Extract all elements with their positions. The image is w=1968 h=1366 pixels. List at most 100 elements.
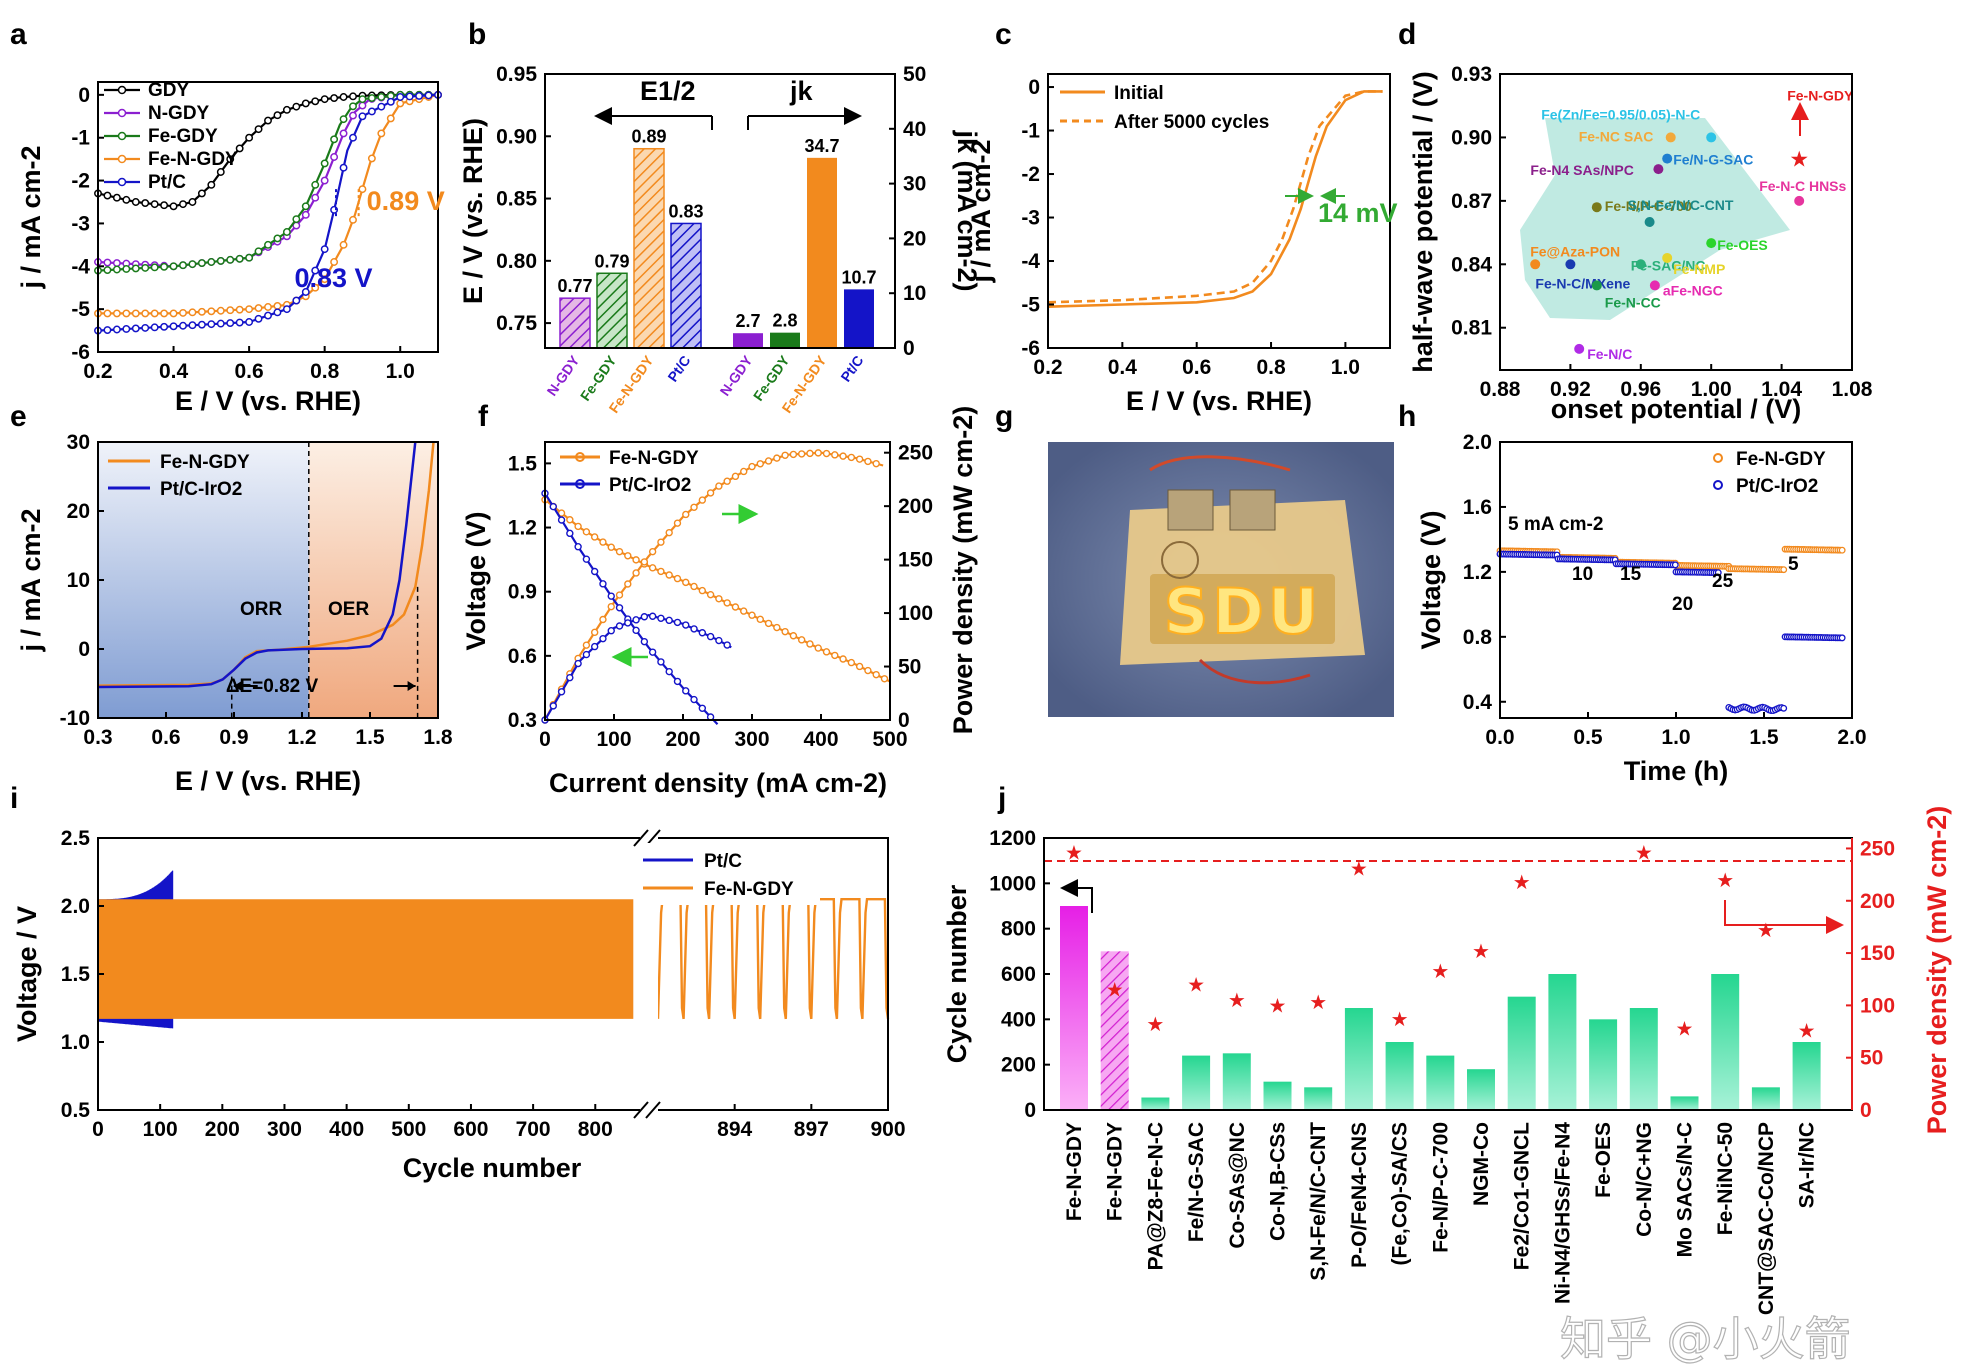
series-marker-Fe-N-GDY	[358, 185, 367, 194]
panel-h-y-tick-label: 0.4	[1463, 691, 1493, 714]
panel-e-legend: Fe-N-GDY Pt/C-IrO2	[108, 452, 250, 500]
scatter-point-Fe-OES	[1706, 238, 1717, 249]
bar-CNT@SAC-Co/NCP	[1751, 1087, 1780, 1110]
panel-b-y-tick-label: 0.90	[496, 125, 537, 148]
panel-b-group-title-e12: E1/2	[640, 76, 696, 106]
panel-d-x-tick-label: 0.88	[1480, 378, 1521, 401]
legend-label-ptc: Pt/C	[704, 851, 742, 872]
panel-a-x-tick-label: 0.6	[235, 360, 264, 383]
panel-f-ylabel: Voltage (V)	[461, 511, 491, 650]
panel-a-x-tick-label: 0.4	[159, 360, 189, 383]
series-marker-N-GDY	[358, 101, 367, 110]
series-line-After 5000 cycles	[1047, 90, 1383, 304]
series-marker-GDY	[245, 133, 254, 142]
panel-j-ylabel: Cycle number	[942, 884, 972, 1063]
bar-category-label: Fe-N/P-C-700	[1429, 1122, 1452, 1253]
bar-category-label: Fe2/Co1-GNCL	[1511, 1122, 1534, 1270]
legend-label: Fe-GDY	[148, 126, 218, 147]
panel-a-x-tick-label: 0.2	[83, 360, 112, 383]
series-marker-Fe-GDY	[160, 262, 169, 271]
panel-c-chart: 0.2 0.4 0.6 0.8 1.0 0 -1 -2 -3 -4 -5 -6 E / V (vs. …	[966, 73, 1398, 416]
bar-value-label: 0.79	[594, 251, 629, 271]
series-marker	[682, 621, 690, 629]
legend-marker	[117, 131, 127, 141]
bar-value-label: 10.7	[841, 267, 876, 287]
series-marker	[549, 502, 557, 511]
bar-category-label: CNT@SAC-Co/NCP	[1755, 1122, 1778, 1315]
series-marker	[574, 522, 582, 531]
series-marker	[640, 558, 649, 566]
panel-b-y2-tick-label: 40	[903, 118, 926, 141]
series-marker	[789, 450, 798, 459]
series-marker-Pt/C	[273, 308, 282, 317]
panel-h-ylabel: Voltage (V)	[1416, 510, 1446, 649]
panel-j-y2-tick-label: 0	[1860, 1099, 1872, 1122]
panel-a-y-tick-label: -5	[71, 298, 90, 321]
bar-category-label: Fe-NiNC-50	[1714, 1122, 1737, 1235]
series-marker	[599, 615, 607, 624]
panel-e-frame	[97, 441, 439, 719]
panel-h-annotation-25: 25	[1712, 571, 1734, 592]
series-marker-GDY	[141, 199, 150, 208]
panel-f-frame	[544, 441, 891, 721]
series-marker-Fe-N-GDY	[377, 129, 386, 138]
panel-c-y-tick-label: -2	[1021, 163, 1040, 186]
scatter-point-label: Fe-SAC/NC	[1631, 257, 1706, 273]
series-marker-Pt/C	[216, 319, 225, 328]
series-marker-GDY	[150, 200, 159, 209]
series-marker-Pt/C	[226, 319, 235, 328]
bar-NGM-Co	[1467, 1069, 1495, 1110]
scatter-point-label: aFe-NGC	[1663, 282, 1723, 298]
series-marker-Fe-GDY	[103, 266, 112, 274]
series-marker-GDY	[320, 95, 329, 104]
bar-Ni-N4/GHSs/Fe-N4	[1548, 974, 1577, 1110]
series-marker-Fe-N-GDY	[188, 308, 197, 317]
legend-label-initial: Initial	[1114, 83, 1164, 104]
power-point-Fe-NiNC-50: ★	[1716, 870, 1734, 892]
series-marker-Pt/C	[150, 323, 159, 332]
bar-category-label: (Fe,Co)-SA/CS	[1389, 1122, 1412, 1266]
series-marker	[831, 451, 839, 459]
series-marker	[698, 586, 707, 595]
scatter-point-S,N-Fe/N/C-CNT	[1644, 217, 1655, 227]
series-marker-Fe-GDY	[141, 263, 150, 272]
series-marker-Fe-GDY	[358, 95, 367, 104]
panel-d-frame	[1499, 73, 1853, 371]
series-marker	[872, 670, 880, 679]
panel-e-y-tick-label: -10	[60, 707, 90, 730]
series-marker-Fe-GDY	[282, 228, 291, 236]
panel-h-annotation-5b: 5	[1788, 554, 1799, 575]
power-point-Fe-N-GDY: ★	[1106, 980, 1124, 1002]
series-marker	[748, 611, 756, 619]
panel-e-region-label-oer: OER	[328, 599, 369, 620]
panel-e-region-oer	[308, 442, 438, 718]
scatter-point-Fe/N-G-SAC	[1662, 153, 1673, 164]
panel-c-y-tick-label: 0	[1028, 76, 1040, 99]
series-marker	[864, 666, 872, 675]
panel-j-y2-tick-label: 100	[1860, 994, 1895, 1017]
panel-h-x-tick-label: 2.0	[1837, 726, 1866, 749]
panel-i-xlabel: Cycle number	[403, 1153, 582, 1183]
bar-category-label: Fe-N-GDY	[1104, 1122, 1127, 1221]
scatter-point-aFe-NGC	[1649, 280, 1660, 291]
series-marker	[880, 675, 889, 683]
series-marker	[698, 629, 707, 637]
scatter-point-label: Fe@Aza-PON	[1530, 243, 1620, 259]
series-line-Initial	[1047, 90, 1383, 308]
panel-h-annotation-20: 20	[1672, 594, 1693, 615]
panel-f-y-tick-label: 1.2	[508, 517, 537, 540]
panel-e-y-tick-label: 20	[67, 500, 90, 523]
series-marker-Fe-GDY	[216, 256, 225, 265]
panel-f-y2-tick-label: 200	[898, 495, 933, 518]
panel-c-annotation: 14 mV	[1318, 198, 1398, 228]
series-marker-GDY	[349, 92, 357, 101]
series-marker-GDY	[264, 116, 272, 125]
panel-i-legend: Pt/C Fe-N-GDY	[640, 843, 820, 905]
panel-i-x2-tick-label: 894	[717, 1118, 752, 1141]
panel-c-y-tick-label: -1	[1021, 120, 1040, 143]
series-marker-Fe-N-GDY	[226, 306, 235, 315]
panel-c-y-tick-label: -3	[1021, 207, 1040, 230]
watermark: 知乎 @小火箭	[1560, 1312, 1851, 1366]
panel-a-frame	[97, 81, 439, 353]
